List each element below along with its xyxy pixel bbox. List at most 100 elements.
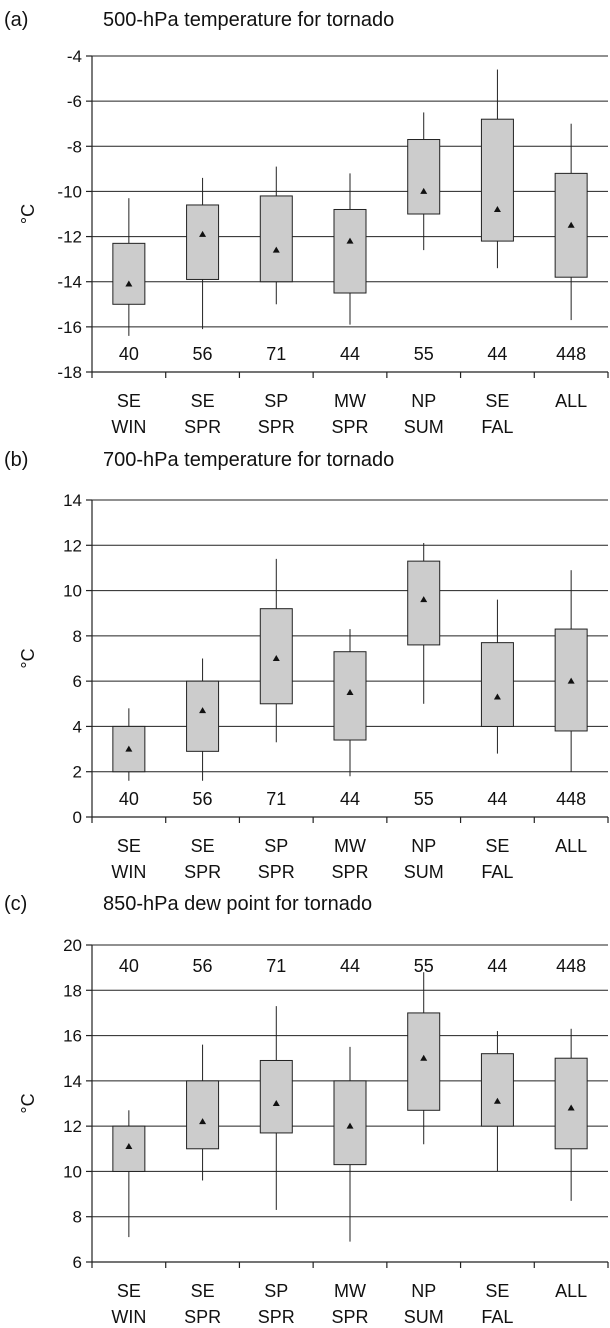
mean-marker — [493, 1097, 501, 1104]
mean-marker — [420, 1054, 428, 1061]
y-tick-label: 14 — [63, 1072, 82, 1091]
y-tick-label: 4 — [73, 717, 82, 736]
mean-marker — [272, 246, 280, 253]
y-tick-label: 10 — [63, 1162, 82, 1181]
box-4 — [407, 1012, 441, 1111]
y-tick-label: 6 — [73, 1253, 82, 1272]
category-label-line2: FAL — [481, 417, 513, 437]
sample-count: 55 — [414, 344, 434, 364]
category-label-line1: SE — [485, 391, 509, 411]
mean-marker — [199, 707, 207, 714]
sample-count: 44 — [340, 344, 360, 364]
box-5 — [480, 1053, 514, 1127]
sample-count: 44 — [487, 344, 507, 364]
y-tick-label: 12 — [63, 536, 82, 555]
sample-count: 40 — [119, 789, 139, 809]
panel-label: (c) — [4, 893, 27, 915]
mean-marker — [567, 677, 575, 684]
panel-label: (b) — [4, 449, 28, 471]
y-tick-label: 6 — [73, 672, 82, 691]
mean-marker — [199, 1118, 207, 1125]
sample-count: 448 — [556, 789, 586, 809]
category-label-line1: MW — [334, 1281, 366, 1301]
mean-marker — [346, 688, 354, 695]
box-6 — [554, 628, 588, 732]
box-1 — [186, 680, 220, 752]
y-tick-label: -8 — [67, 137, 82, 156]
category-label-line2: FAL — [481, 1307, 513, 1327]
y-tick-label: 12 — [63, 1117, 82, 1136]
y-tick-label: -16 — [57, 318, 82, 337]
box-1 — [186, 204, 220, 280]
box-5 — [480, 642, 514, 727]
category-label-line2: SPR — [331, 1307, 368, 1327]
category-label-line1: NP — [411, 836, 436, 856]
sample-count: 44 — [487, 956, 507, 976]
category-label-line1: ALL — [555, 391, 587, 411]
chart-panel-0: (a) 500-hPa temperature for tornado °C -4 -6… — [4, 9, 609, 437]
sample-count: 44 — [340, 789, 360, 809]
y-tick-label: 8 — [73, 1208, 82, 1227]
y-tick-label: -12 — [57, 228, 82, 247]
y-axis-label: °C — [18, 1093, 38, 1113]
mean-marker — [420, 187, 428, 194]
box-4 — [407, 139, 441, 215]
chart-panel-1: (b) 700-hPa temperature for tornado °C 14 12… — [4, 449, 609, 882]
category-label-line2: WIN — [111, 1307, 146, 1327]
sample-count: 40 — [119, 956, 139, 976]
sample-count: 40 — [119, 344, 139, 364]
category-label-line2: SPR — [184, 417, 221, 437]
panel-label: (a) — [4, 9, 28, 31]
y-tick-label: -18 — [57, 363, 82, 382]
category-label-line2: SPR — [331, 417, 368, 437]
category-label-line1: SE — [117, 836, 141, 856]
y-tick-label: 16 — [63, 1027, 82, 1046]
mean-marker — [420, 596, 428, 603]
y-tick-label: 2 — [73, 763, 82, 782]
category-label-line2: WIN — [111, 862, 146, 882]
category-label-line2: SPR — [331, 862, 368, 882]
category-label-line1: SE — [191, 836, 215, 856]
y-tick-label: 14 — [63, 491, 82, 510]
category-label-line1: SE — [485, 836, 509, 856]
y-axis-label: °C — [18, 204, 38, 224]
box-2 — [259, 195, 293, 283]
category-label-line1: MW — [334, 391, 366, 411]
category-label-line2: SUM — [404, 1307, 444, 1327]
category-label-line1: SP — [264, 391, 288, 411]
box-3 — [333, 208, 367, 294]
sample-count: 56 — [193, 789, 213, 809]
sample-count: 56 — [193, 956, 213, 976]
category-label-line2: SUM — [404, 417, 444, 437]
mean-marker — [125, 1143, 133, 1150]
category-label-line2: SUM — [404, 862, 444, 882]
box-2 — [259, 1059, 293, 1134]
chart-title: 850-hPa dew point for tornado — [103, 893, 372, 915]
category-label-line2: WIN — [111, 417, 146, 437]
box-6 — [554, 1057, 588, 1150]
chart-panel-2: (c) 850-hPa dew point for tornado °C 20 18 16… — [4, 893, 609, 1327]
category-label-line2: SPR — [258, 1307, 295, 1327]
mean-marker — [567, 221, 575, 228]
y-tick-label: 8 — [73, 627, 82, 646]
category-label-line2: SPR — [184, 862, 221, 882]
mean-marker — [125, 745, 133, 752]
mean-marker — [346, 1122, 354, 1129]
category-label-line1: SP — [264, 1281, 288, 1301]
sample-count: 55 — [414, 956, 434, 976]
chart-title: 700-hPa temperature for tornado — [103, 449, 394, 471]
category-label-line2: SPR — [258, 862, 295, 882]
category-label-line1: SP — [264, 836, 288, 856]
chart-title: 500-hPa temperature for tornado — [103, 9, 394, 31]
sample-count: 71 — [266, 789, 286, 809]
y-tick-label: -10 — [57, 182, 82, 201]
mean-marker — [199, 230, 207, 237]
mean-marker — [567, 1104, 575, 1111]
category-label-line1: MW — [334, 836, 366, 856]
sample-count: 44 — [487, 789, 507, 809]
sample-count: 448 — [556, 344, 586, 364]
sample-count: 55 — [414, 789, 434, 809]
y-tick-label: -14 — [57, 273, 82, 292]
category-label-line1: SE — [117, 1281, 141, 1301]
